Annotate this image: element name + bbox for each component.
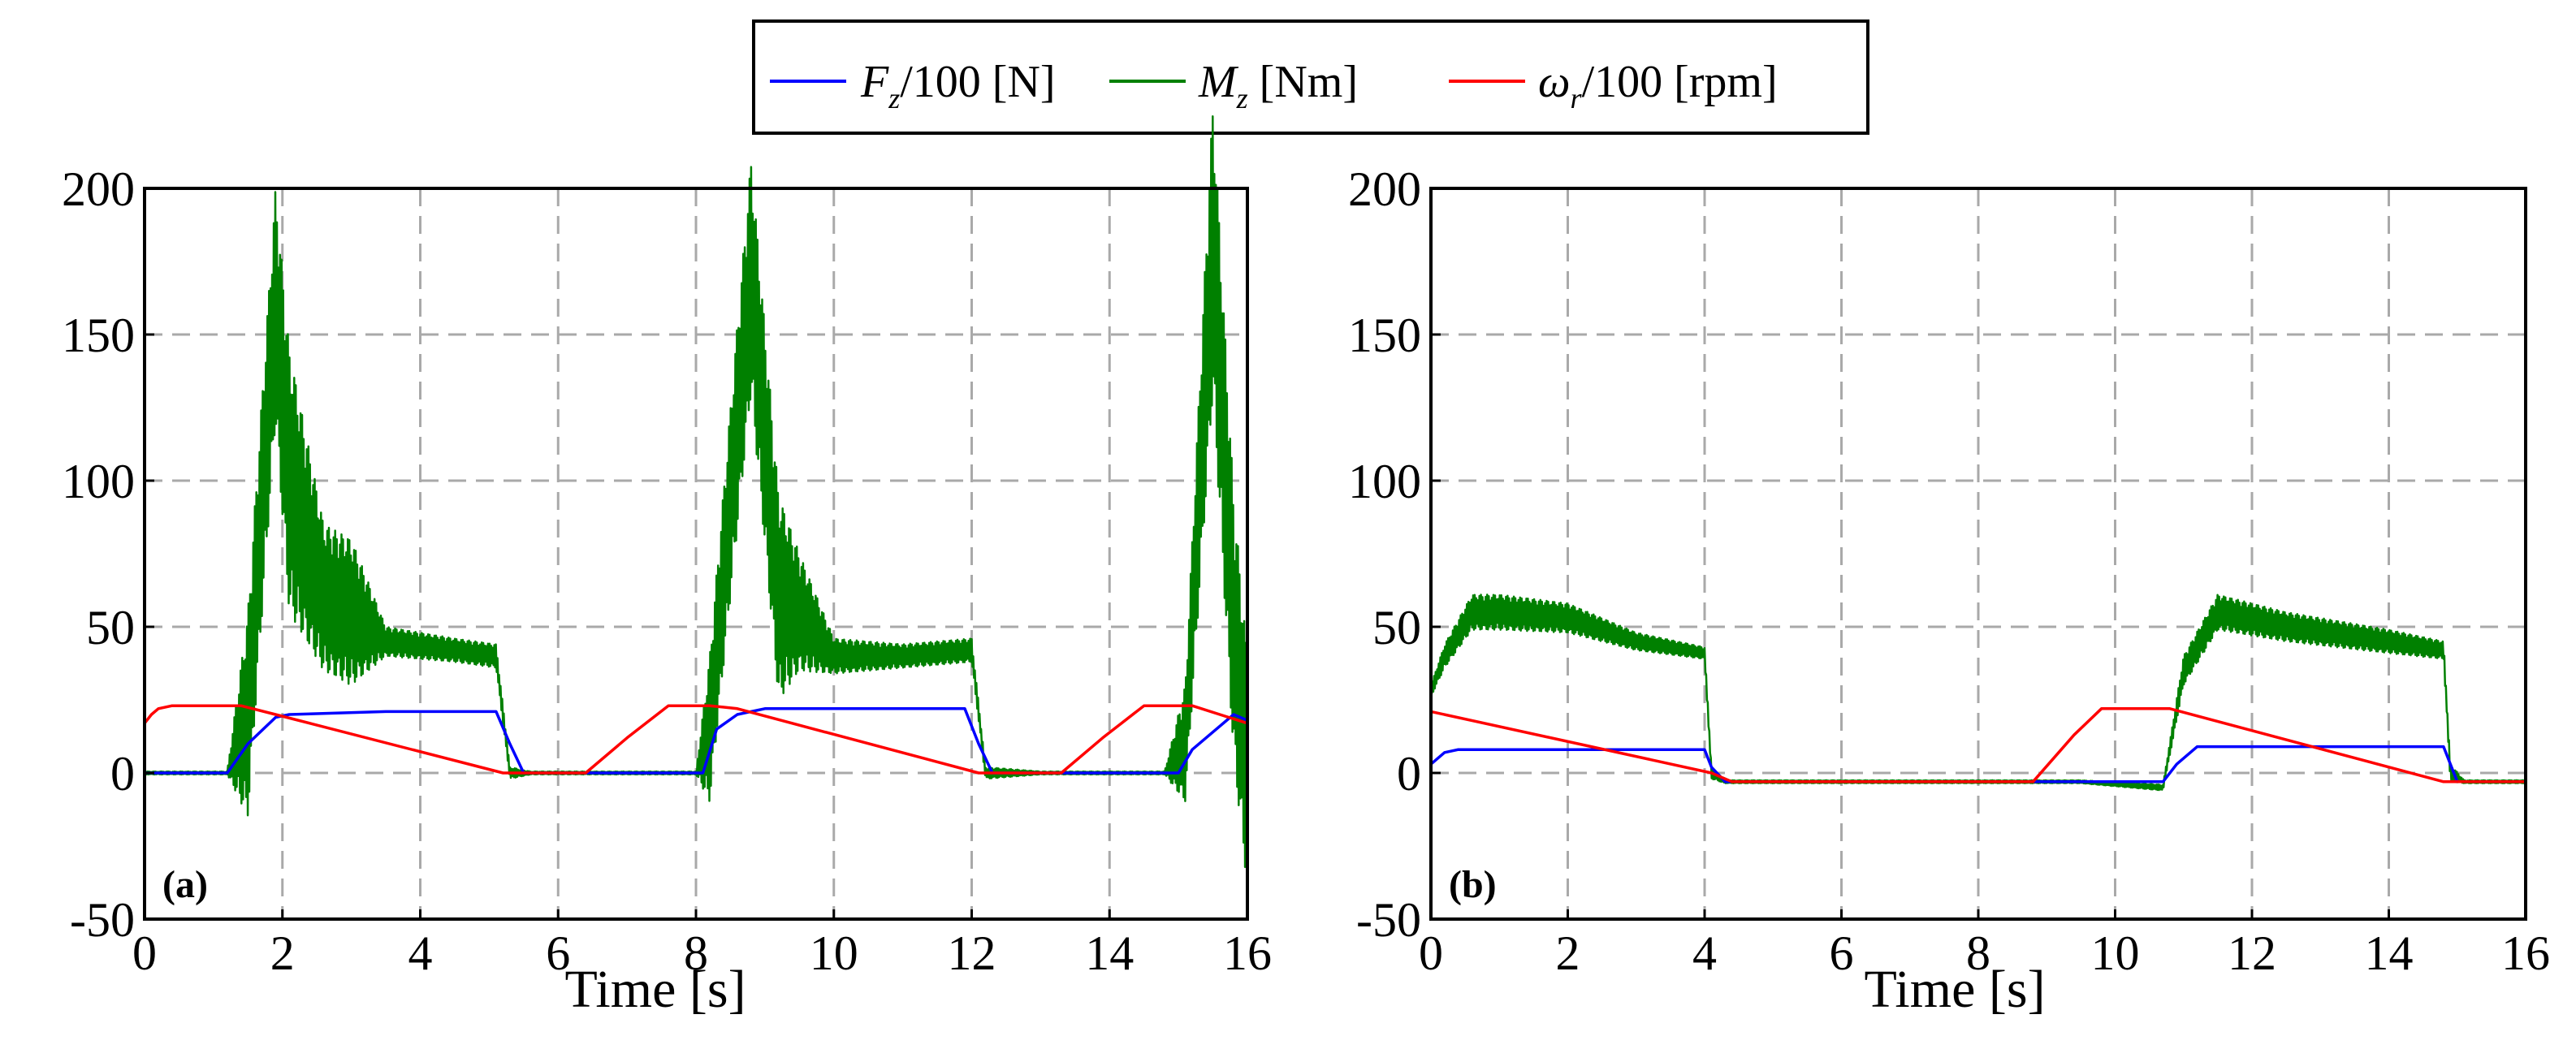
panel-a-x-ticks: 0 2 4 6 8 10 12 14 16 — [132, 909, 1272, 980]
panel-a-series — [143, 114, 1249, 869]
panel-b-series-line-wr — [1430, 707, 2526, 784]
panel-b-series-line-mz — [1429, 594, 2527, 792]
panel-a-x-tick-label: 2 — [270, 926, 295, 980]
panel-b-y-tick-label: 50 — [1372, 601, 1421, 654]
panel-a-x-tick-label: 8 — [684, 926, 708, 980]
panel-b-y-tick-label: 150 — [1348, 309, 1421, 362]
panel-b-y-tick-label: 200 — [1348, 162, 1421, 216]
panel-a-x-tick-label: 16 — [1223, 926, 1272, 980]
panel-b-x-tick-label: 6 — [1830, 926, 1854, 980]
panel-b-x-tick-label: 16 — [2501, 926, 2550, 980]
panel-a-y-tick-label: 0 — [110, 747, 135, 801]
legend-label-mz: Mz [Nm] — [1198, 57, 1358, 114]
panel-a-x-tick-label: 0 — [132, 926, 157, 980]
panel-a-x-tick-label: 6 — [546, 926, 570, 980]
panel-a-x-tick-label: 4 — [408, 926, 433, 980]
panel-a-y-tick-label: 100 — [62, 455, 135, 508]
panel-a-y-tick-label: 200 — [62, 162, 135, 216]
panel-a-x-axis-title: Time [s] — [564, 960, 746, 1019]
panel-b-x-tick-label: 4 — [1692, 926, 1717, 980]
panel-a-label: (a) — [162, 863, 208, 906]
legend-frame — [752, 19, 1869, 135]
panel-b-x-tick-label: 8 — [1966, 926, 1990, 980]
panel-b-y-tick-label: -50 — [1356, 893, 1421, 947]
panel-b-x-tick-label: 0 — [1419, 926, 1443, 980]
panel-b-x-ticks: 0 2 4 6 8 10 12 14 16 — [1419, 909, 2550, 980]
panel-a-y-tick-label: 150 — [62, 309, 135, 362]
panel-b-x-tick-label: 10 — [2091, 926, 2140, 980]
panel-a-x-tick-label: 14 — [1085, 926, 1134, 980]
panel-a-series-line-wr — [143, 704, 1248, 775]
legend-label-wr: ωr/100 [rpm] — [1538, 57, 1778, 114]
legend: Fz/100 [N] Mz [Nm] ωr/100 [rpm] — [752, 19, 1869, 135]
panel-b-grid — [1431, 188, 2526, 919]
panel-a-y-ticks: -50 0 50 100 150 200 — [62, 162, 154, 947]
panel-a-y-tick-label: -50 — [70, 893, 135, 947]
panel-b-series — [1429, 594, 2527, 792]
panel-a-x-tick-label: 12 — [948, 926, 996, 980]
panel-b-x-tick-label: 12 — [2228, 926, 2276, 980]
panel-b-y-tick-label: 100 — [1348, 455, 1421, 508]
panel-b-y-ticks: -50 0 50 100 150 200 — [1348, 162, 1441, 947]
panel-b-y-tick-label: 0 — [1397, 747, 1421, 801]
legend-label-fz: Fz/100 [N] — [860, 57, 1056, 114]
panel-b-x-tick-label: 2 — [1556, 926, 1580, 980]
panel-a-x-tick-label: 10 — [810, 926, 858, 980]
panel-b-x-axis-title: Time [s] — [1864, 960, 2045, 1019]
panel-b-x-tick-label: 14 — [2365, 926, 2414, 980]
panel-b-label: (b) — [1449, 863, 1497, 906]
panel-a-y-tick-label: 50 — [86, 601, 135, 654]
